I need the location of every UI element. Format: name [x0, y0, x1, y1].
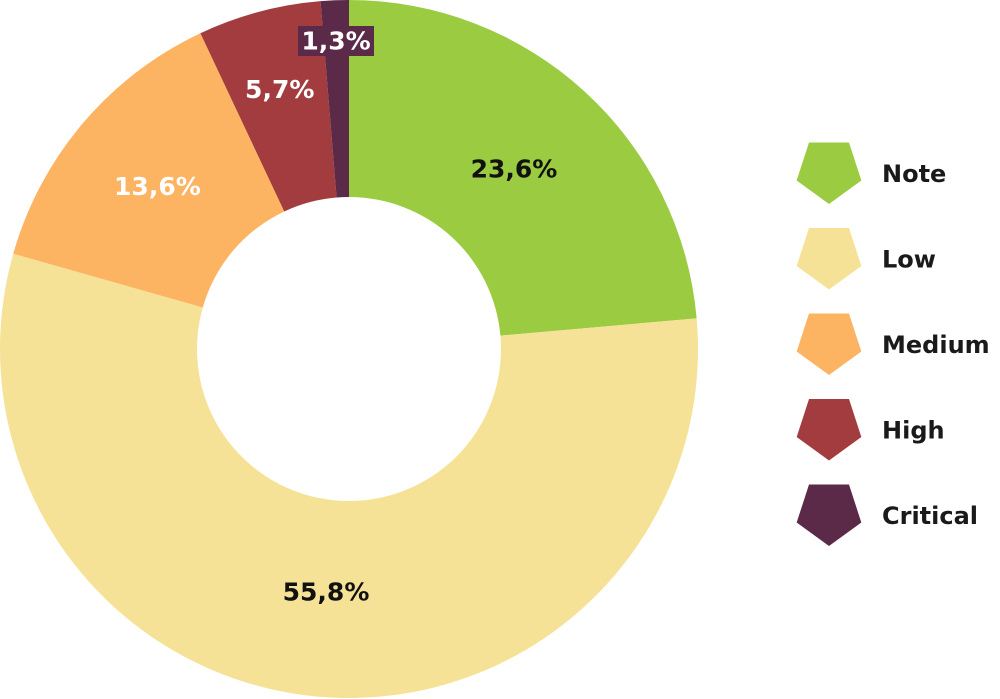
legend-label-critical: Critical	[882, 502, 978, 530]
legend-marker-high	[796, 398, 862, 461]
legend-marker-medium	[796, 313, 862, 375]
legend-item-medium: Medium	[796, 313, 990, 375]
slice-label-high: 5,7%	[245, 75, 314, 104]
slice-labels-group: 23,6% 55,8% 13,6% 5,7% 1,3%	[114, 26, 557, 607]
slice-label-box-critical	[298, 26, 374, 56]
legend-marker-low	[796, 227, 862, 290]
slice-label-critical: 1,3%	[301, 27, 370, 56]
legend: Note Low Medium High Critical	[796, 142, 990, 546]
legend-label-low: Low	[882, 246, 936, 274]
slice-low	[0, 253, 698, 698]
legend-item-critical: Critical	[796, 484, 978, 546]
slice-note	[349, 0, 697, 336]
slice-medium	[13, 33, 285, 308]
slice-label-note: 23,6%	[471, 154, 558, 183]
legend-label-note: Note	[882, 160, 946, 188]
legend-item-low: Low	[796, 227, 936, 290]
slice-label-medium: 13,6%	[114, 172, 201, 201]
legend-item-high: High	[796, 398, 945, 461]
legend-item-note: Note	[796, 142, 946, 204]
slice-label-low: 55,8%	[283, 578, 370, 607]
legend-marker-critical	[796, 484, 862, 546]
legend-label-medium: Medium	[882, 331, 990, 359]
legend-marker-note	[796, 142, 862, 204]
legend-label-high: High	[882, 417, 945, 445]
